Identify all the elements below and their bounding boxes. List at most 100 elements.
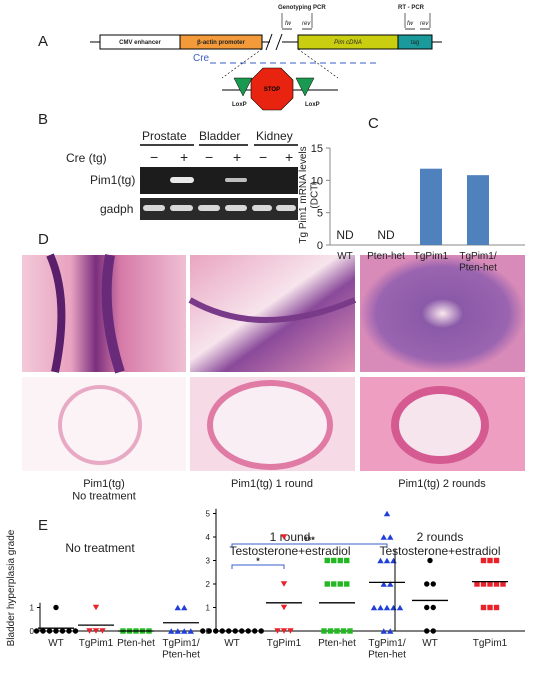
point — [258, 628, 264, 634]
sign: + — [285, 149, 293, 165]
loxp-label: LoxP — [305, 102, 320, 108]
primer: rev — [420, 21, 429, 27]
construct: CMV enhancer β-actin promoter Pim cDNA t… — [90, 5, 442, 111]
point — [324, 557, 330, 564]
significance-label: * — [256, 556, 260, 566]
point — [377, 557, 384, 564]
segment-label: β-actin promoter — [197, 40, 245, 46]
point — [337, 581, 343, 587]
point — [280, 604, 288, 611]
point — [427, 557, 433, 564]
point — [181, 628, 188, 634]
sign: − — [259, 149, 267, 165]
stop-sign — [250, 67, 294, 111]
y-axis-label: Bladder hyperplasia grade — [6, 529, 17, 646]
x-tick-label: TgPim1/Pten-het — [368, 638, 406, 661]
point — [280, 534, 288, 540]
loxp-site — [295, 77, 315, 97]
point — [493, 581, 500, 587]
sign: + — [233, 149, 241, 165]
tissue-label: Prostate — [142, 129, 187, 143]
x-tick-label: WT — [48, 638, 64, 649]
point — [344, 581, 350, 587]
sign: − — [205, 149, 213, 165]
point — [377, 604, 384, 611]
point — [340, 628, 347, 634]
point — [430, 604, 436, 611]
point — [92, 628, 100, 634]
point — [280, 581, 288, 587]
point — [487, 604, 493, 611]
point — [383, 510, 391, 517]
x-tick-label: Pten-het — [367, 251, 405, 262]
pcr-label: RT - PCR — [398, 5, 425, 11]
micrograph — [360, 255, 525, 372]
point — [380, 628, 387, 634]
point — [480, 604, 487, 611]
x-tick-label: WT — [224, 638, 240, 649]
point — [174, 628, 181, 634]
point — [493, 604, 500, 611]
point — [274, 628, 281, 634]
y-tick-label: 2 — [206, 580, 211, 589]
sign: − — [150, 149, 158, 165]
point — [287, 628, 294, 634]
cre-label: Cre — [193, 53, 210, 64]
break — [275, 33, 283, 51]
x-tick-label: WT — [337, 251, 353, 262]
y-tick-label: 0 — [30, 627, 35, 636]
point — [331, 557, 337, 564]
row-label: Cre (tg) — [66, 151, 107, 165]
point — [480, 557, 487, 564]
histology: Pim1(tg) No treatment Pim1(tg) 1 round Pi… — [22, 253, 525, 503]
point — [387, 534, 394, 540]
value-label: ND — [377, 228, 395, 242]
tissue-label: Kidney — [256, 129, 293, 143]
point — [370, 604, 378, 611]
stop-label: STOP — [264, 87, 280, 93]
segment-label: tag — [411, 40, 419, 46]
y-tick-label: 4 — [206, 533, 211, 542]
band — [225, 178, 247, 182]
point — [387, 581, 394, 587]
point — [200, 628, 206, 634]
point — [66, 628, 72, 634]
point — [280, 628, 288, 634]
point — [380, 534, 387, 540]
point — [387, 628, 394, 634]
sign: + — [180, 149, 188, 165]
point — [480, 581, 487, 587]
point — [321, 628, 327, 634]
y-tick-label: 0 — [317, 240, 323, 252]
point — [181, 604, 188, 611]
point — [347, 628, 353, 634]
caption: Pim1(tg) No treatment — [72, 478, 136, 503]
plot-title: 1 round Testosterone+estradiol — [229, 530, 350, 558]
x-tick-label: TgPim1/Pten-het — [162, 638, 200, 661]
point — [390, 604, 397, 611]
point — [92, 604, 100, 611]
point — [206, 628, 212, 634]
caption: Pim1(tg) 2 rounds — [398, 478, 486, 490]
point — [493, 557, 500, 564]
point — [331, 581, 337, 587]
x-tick-label: WT — [422, 638, 438, 649]
gel: Prostate Bladder Kidney Cre (tg) − + − +… — [66, 129, 298, 220]
y-axis-label: Tg Pim1 mRNA levels(DCT) — [298, 146, 321, 243]
significance-bracket — [231, 543, 388, 548]
point — [252, 628, 258, 634]
point — [430, 581, 436, 587]
primer: rev — [302, 21, 311, 27]
point — [187, 628, 194, 634]
point — [424, 604, 430, 611]
pcr-label: Genotyping PCR — [278, 5, 326, 11]
y-tick-label: 3 — [206, 557, 211, 566]
point — [168, 628, 175, 634]
y-tick-label: 1 — [30, 604, 35, 613]
point — [324, 581, 330, 587]
y-tick-label: 10 — [311, 175, 323, 187]
gel-image — [140, 167, 298, 194]
band-label: gadph — [100, 202, 133, 216]
point — [383, 604, 391, 611]
panel-label: E — [38, 517, 48, 534]
